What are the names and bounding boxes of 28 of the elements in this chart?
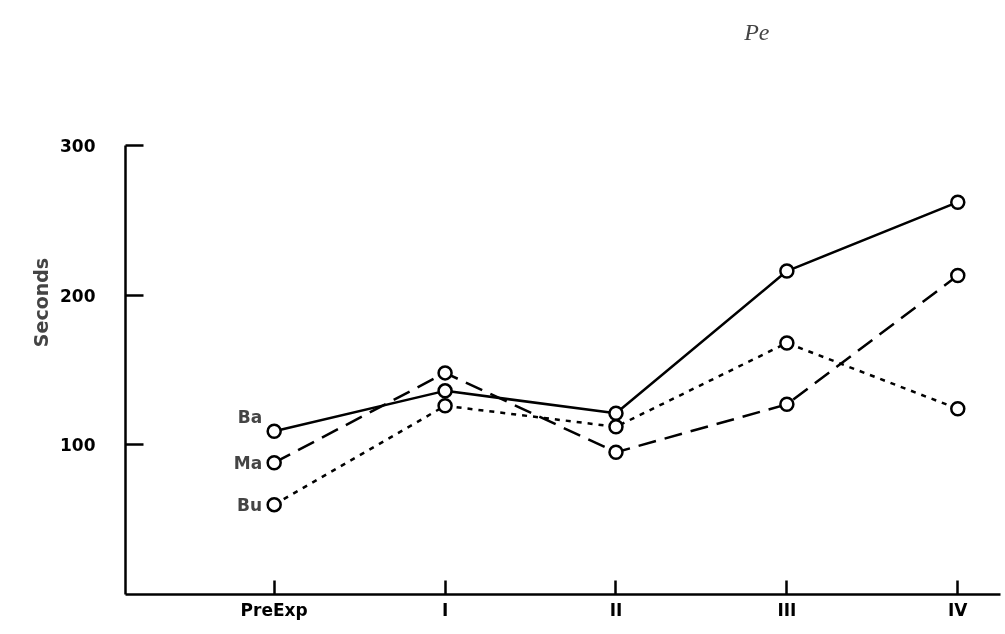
y-tick-label: 100	[60, 435, 96, 456]
series-label: Bu	[237, 494, 263, 515]
x-tick-label: IV	[948, 599, 969, 620]
point	[437, 383, 453, 399]
text: Pe	[743, 19, 770, 46]
x-tick-label: II	[609, 599, 623, 620]
point	[266, 454, 282, 471]
point	[608, 405, 624, 422]
point	[266, 496, 282, 513]
x-tick-label: PreExp	[240, 599, 308, 620]
y-axis-title: Seconds	[30, 257, 53, 348]
series-label: Ba	[237, 407, 263, 428]
y-tick-label: 200	[60, 285, 96, 306]
point	[437, 398, 453, 414]
point	[779, 335, 795, 351]
series-label: Ma	[233, 452, 263, 473]
point	[608, 444, 624, 460]
point	[950, 194, 966, 210]
point	[266, 423, 282, 440]
point	[437, 365, 453, 381]
x-tick-label: III	[777, 599, 797, 620]
point	[950, 267, 966, 284]
point	[608, 419, 624, 435]
point	[950, 401, 966, 417]
point	[779, 396, 795, 413]
x-tick-label: I	[441, 599, 449, 620]
point	[779, 263, 795, 279]
y-tick-label: 300	[60, 135, 96, 156]
